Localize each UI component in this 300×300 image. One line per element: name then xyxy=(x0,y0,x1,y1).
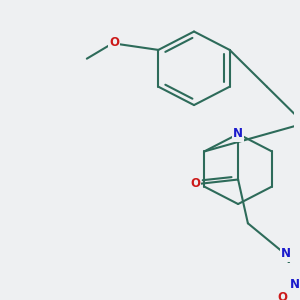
Text: N: N xyxy=(281,248,291,260)
Text: O: O xyxy=(190,177,200,190)
Text: O: O xyxy=(277,291,287,300)
Text: N: N xyxy=(233,128,243,140)
Text: N: N xyxy=(282,248,292,260)
Text: N: N xyxy=(290,278,300,291)
Text: O: O xyxy=(109,36,119,50)
Text: N: N xyxy=(233,128,243,140)
